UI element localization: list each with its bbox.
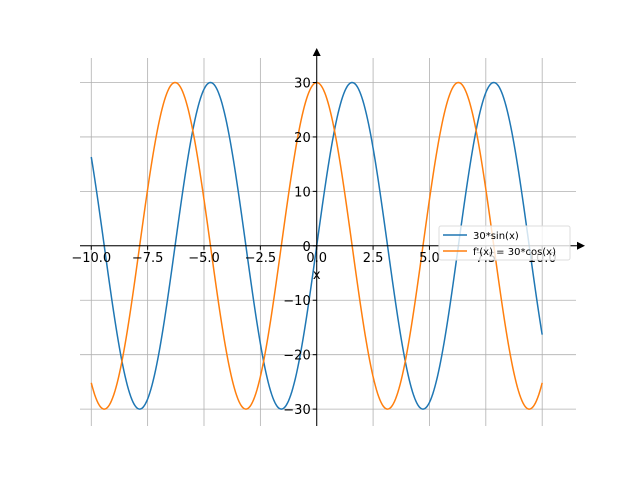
legend-label-cos: f'(x) = 30*cos(x) (473, 247, 556, 258)
legend-box (438, 225, 571, 261)
y-tick-label-6: 30 (294, 76, 311, 91)
x-tick-label-5: 2.5 (363, 251, 384, 266)
y-tick-label-0: −30 (283, 403, 310, 418)
legend: 30*sin(x) f'(x) = 30*cos(x) (438, 225, 571, 261)
y-tick-label-1: −20 (283, 349, 310, 364)
x-tick-label-0: −10.0 (71, 251, 111, 266)
x-tick-label-4: 0.0 (306, 251, 327, 266)
y-tick-label-3: 0 (302, 240, 310, 255)
x-axis-arrow (577, 241, 585, 250)
x-tick-label-3: −2.5 (245, 251, 277, 266)
x-tick-label-6: 5.0 (419, 251, 440, 266)
x-tick-label-1: −7.5 (132, 251, 164, 266)
legend-label-sin: 30*sin(x) (473, 231, 519, 242)
y-tick-label-2: −10 (283, 294, 310, 309)
y-tick-label-5: 20 (294, 131, 311, 146)
x-tick-label-2: −5.0 (188, 251, 220, 266)
x-axis-title: x (313, 268, 321, 283)
grid (80, 58, 576, 426)
y-axis-arrow (312, 48, 321, 56)
y-tick-label-4: 10 (294, 185, 311, 200)
